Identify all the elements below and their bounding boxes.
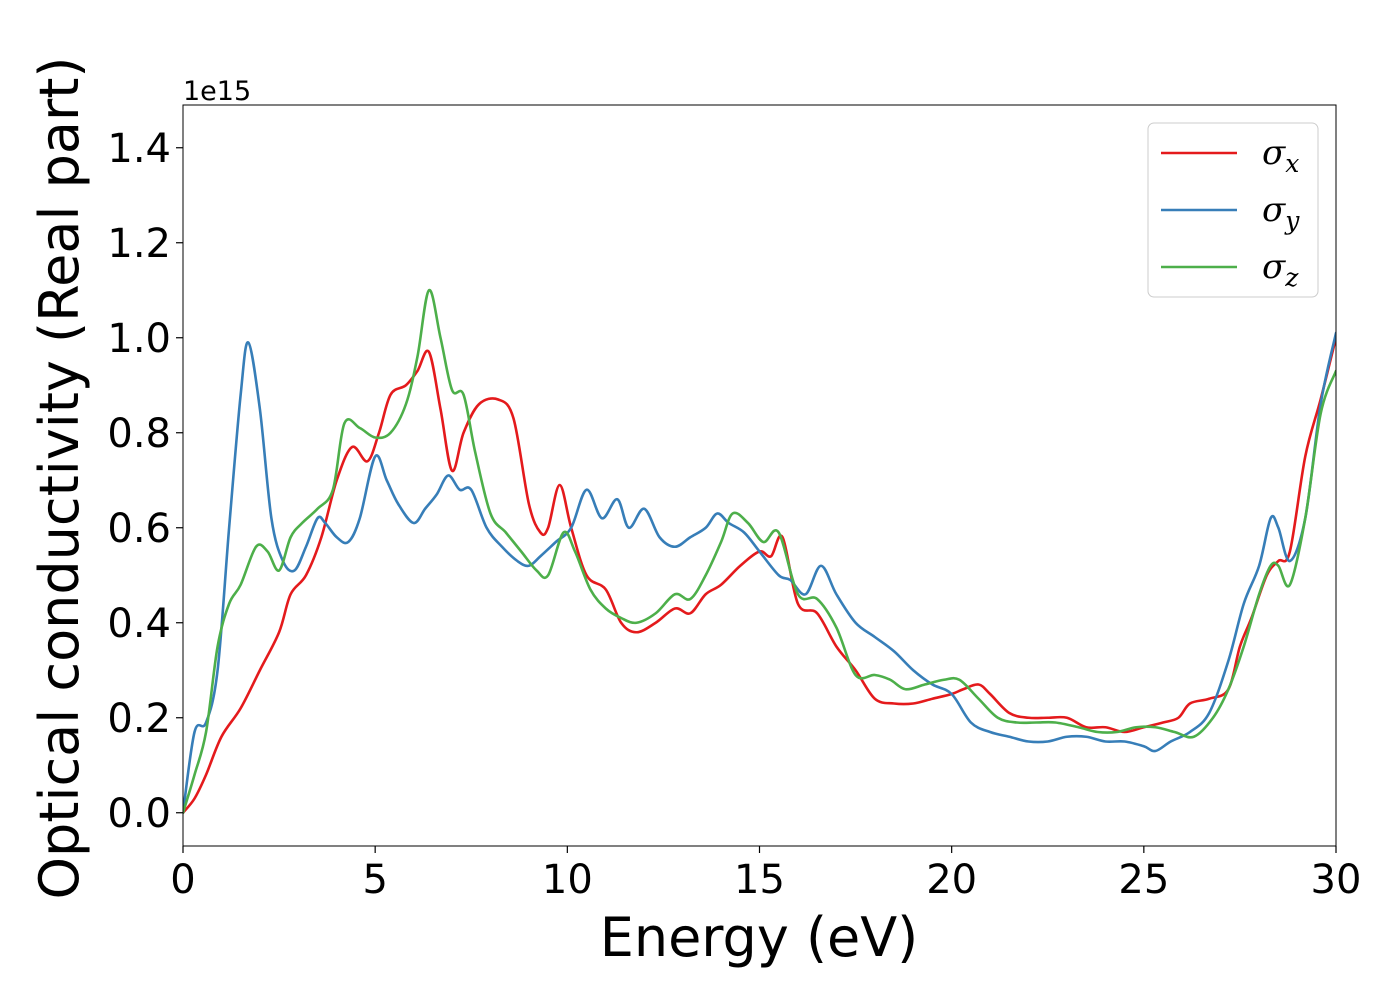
x-tick-label: 20 <box>926 857 977 903</box>
x-tick-label: 25 <box>1118 857 1169 903</box>
x-tick-label: 0 <box>170 857 195 903</box>
y-tick-label: 0.6 <box>107 506 171 552</box>
series-line-sigma-x <box>183 336 1336 815</box>
x-tick-label: 10 <box>542 857 593 903</box>
x-axis-label: Energy (eV) <box>600 906 919 969</box>
y-offset-text: 1e15 <box>183 76 251 107</box>
y-axis-label: Optical conductivity (Real part) <box>28 57 91 900</box>
series-line-sigma-z <box>183 288 1336 815</box>
y-tick-label: 1.2 <box>107 221 171 267</box>
x-axis-ticks: 0 5 10 15 20 25 30 <box>170 846 1361 903</box>
y-tick-label: 1.0 <box>107 316 171 362</box>
y-tick-label: 0.0 <box>107 791 171 837</box>
legend: σx σy σz <box>1147 122 1319 298</box>
y-axis-ticks: 0.0 0.2 0.4 0.6 0.8 1.0 1.2 1.4 <box>107 126 183 837</box>
x-tick-label: 15 <box>734 857 785 903</box>
legend-label-sigma-y: σy <box>1262 190 1300 235</box>
y-tick-label: 0.2 <box>107 696 171 742</box>
series-line-sigma-y <box>183 331 1336 815</box>
y-tick-label: 0.8 <box>107 411 171 457</box>
y-tick-label: 1.4 <box>107 126 171 172</box>
legend-label-sigma-x: σx <box>1262 133 1299 178</box>
x-tick-label: 5 <box>362 857 387 903</box>
y-tick-label: 0.4 <box>107 601 171 647</box>
series-layer <box>183 288 1336 815</box>
x-tick-label: 30 <box>1311 857 1362 903</box>
legend-label-sigma-z: σz <box>1262 247 1299 292</box>
